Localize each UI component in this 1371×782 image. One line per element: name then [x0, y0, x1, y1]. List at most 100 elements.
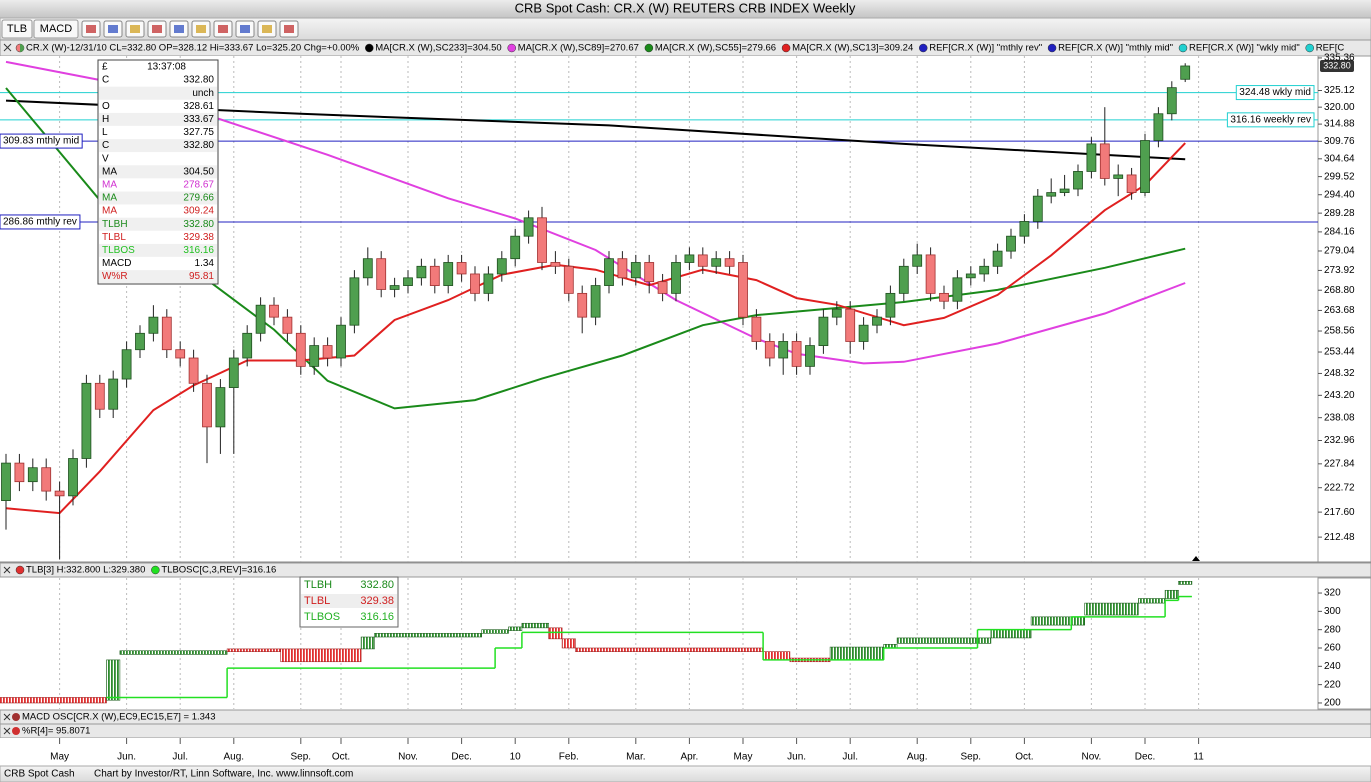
candle-body	[175, 349, 186, 359]
reference-label: 316.16 weekly rev	[1230, 114, 1311, 125]
tlb-block	[481, 629, 509, 634]
legend-entry: MA[CR.X (W),SC55]=279.66	[655, 43, 776, 54]
candle-body	[577, 292, 588, 318]
tlb-block	[1138, 598, 1166, 604]
y-tick-label: 200	[1324, 698, 1341, 709]
candle-body	[309, 345, 320, 367]
candle-body	[14, 462, 25, 483]
toolbar-icon-glyph	[196, 25, 206, 33]
candle-body	[27, 467, 38, 483]
x-tick-label: Apr.	[681, 752, 699, 763]
y-tick-label: 284.16	[1324, 227, 1355, 238]
candle-body	[979, 265, 990, 275]
status-symbol: CRB Spot Cash	[4, 769, 75, 780]
macd-legend: MACD OSC[CR.X (W),EC9,EC15,E7] = 1.343	[22, 712, 216, 723]
candle-body	[1032, 195, 1043, 222]
candle-body	[483, 273, 494, 294]
data-window-value: 309.24	[183, 206, 214, 217]
y-tick-label: 320	[1324, 588, 1341, 599]
y-tick-label: 300	[1324, 606, 1341, 617]
toolbar-icons	[81, 20, 299, 38]
y-tick-label: 260	[1324, 643, 1341, 654]
legend-entry: CR.X (W)-12/31/10 CL=332.80 OP=328.12 Hi…	[26, 43, 360, 54]
legend-dot	[15, 565, 25, 575]
y-tick-label: 238.08	[1324, 412, 1355, 423]
data-window-value: 332.80	[183, 140, 214, 151]
tlb-info-value: 316.16	[360, 611, 394, 623]
toolbar-icon-glyph	[174, 25, 184, 33]
reference-label-box	[0, 214, 81, 230]
candle-body	[818, 316, 829, 346]
data-window-label: W%R	[102, 271, 128, 282]
data-window-label: TLBOS	[102, 245, 135, 256]
tlb-block	[896, 637, 992, 644]
reference-label-box	[0, 133, 83, 149]
y-tick-label: 325.12	[1324, 85, 1355, 96]
legend-entry: REF[C	[1316, 43, 1345, 54]
x-tick-label: Jul.	[172, 752, 188, 763]
data-window-value: 304.50	[183, 166, 214, 177]
reference-label-box	[1226, 112, 1315, 128]
y-tick-label: 248.32	[1324, 368, 1355, 379]
candle-body	[135, 332, 145, 351]
close-icon[interactable]	[3, 713, 11, 721]
candle-body	[496, 258, 507, 275]
candle-body	[362, 258, 373, 279]
x-tick-label: Feb.	[559, 752, 579, 763]
tlb-block	[1164, 589, 1179, 599]
data-window-value: 1.34	[195, 258, 215, 269]
data-window-value: 316.16	[183, 245, 214, 256]
y-tick-label: 273.92	[1324, 265, 1355, 276]
candle-body	[510, 235, 521, 260]
tlb-button-label[interactable]: TLB	[7, 23, 27, 35]
candle-body	[1153, 113, 1164, 141]
tlb-block	[360, 636, 375, 650]
candle-body	[537, 217, 547, 263]
candle-body	[617, 258, 628, 279]
legend-entry: TLB[3] H:332.800 L:329.380	[26, 565, 145, 576]
indicator-dot	[12, 713, 20, 721]
tlb-block	[106, 659, 121, 701]
title-bar	[0, 0, 1371, 18]
candle-body	[1086, 143, 1097, 172]
data-window-label: TLBL	[102, 232, 126, 243]
data-window-value: 279.66	[183, 193, 214, 204]
tlb-block	[0, 697, 107, 704]
x-tick-label: Mar.	[626, 752, 645, 763]
candle-body	[443, 262, 454, 286]
y-tick-label: 222.72	[1324, 482, 1355, 493]
x-tick-label: 11	[1193, 752, 1204, 763]
close-icon[interactable]	[3, 566, 11, 574]
candle-body	[470, 273, 480, 294]
x-tick-label: Oct.	[332, 752, 350, 763]
tlb-button[interactable]	[1, 19, 33, 39]
close-icon[interactable]	[3, 43, 12, 52]
tlb-block	[374, 633, 482, 638]
toolbar-icon-glyph	[152, 25, 162, 33]
tlb-info-label: TLBOS	[304, 611, 340, 623]
x-tick-label: May	[734, 752, 753, 763]
candle-body	[550, 262, 561, 267]
x-tick-label: Oct.	[1015, 752, 1033, 763]
legend-entry: MA[CR.X (W),SC13]=309.24	[792, 43, 913, 54]
candle-body	[1140, 140, 1150, 193]
wr-legend: %R[4]= 95.8071	[22, 726, 90, 737]
data-window-value: 95.81	[189, 271, 214, 282]
legend-dot	[365, 43, 374, 53]
macd-button-label[interactable]: MACD	[40, 23, 72, 35]
candle-body	[563, 265, 574, 294]
candle-body	[148, 316, 159, 334]
toolbar-icon-glyph	[130, 25, 140, 33]
y-tick-label: 280	[1324, 624, 1341, 635]
close-icon[interactable]	[3, 727, 11, 735]
data-window-label: C	[102, 75, 109, 86]
macd-button[interactable]	[33, 19, 79, 39]
y-tick-label: 212.48	[1324, 532, 1355, 543]
legend-dot	[151, 565, 160, 575]
y-tick-label: 279.04	[1324, 246, 1355, 257]
data-window-value: 332.80	[183, 75, 214, 86]
candle-body	[1099, 143, 1110, 179]
candle-body	[965, 273, 976, 279]
legend-dot	[1047, 43, 1057, 53]
candle-body	[898, 265, 909, 294]
